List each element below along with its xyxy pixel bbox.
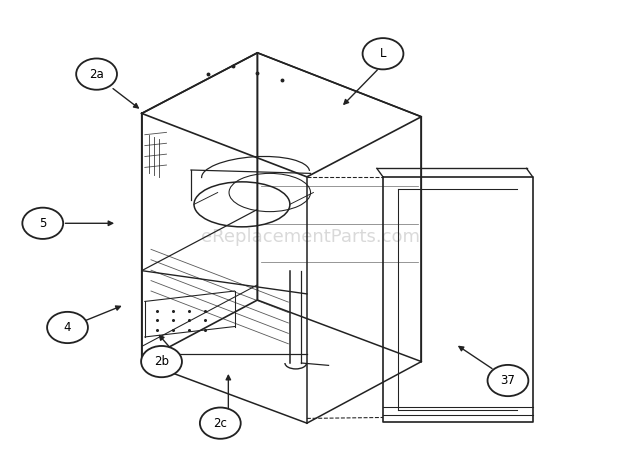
Text: eReplacementParts.com: eReplacementParts.com	[200, 228, 420, 247]
Text: 2a: 2a	[89, 67, 104, 81]
Circle shape	[363, 38, 404, 69]
Circle shape	[141, 346, 182, 377]
Circle shape	[487, 365, 528, 396]
Text: 2b: 2b	[154, 355, 169, 368]
Text: 2c: 2c	[213, 417, 228, 430]
Text: 5: 5	[39, 217, 46, 230]
Circle shape	[22, 208, 63, 239]
Circle shape	[76, 58, 117, 90]
Text: 37: 37	[500, 374, 515, 387]
Circle shape	[200, 408, 241, 439]
Circle shape	[47, 312, 88, 343]
Text: 4: 4	[64, 321, 71, 334]
Text: L: L	[379, 47, 386, 60]
